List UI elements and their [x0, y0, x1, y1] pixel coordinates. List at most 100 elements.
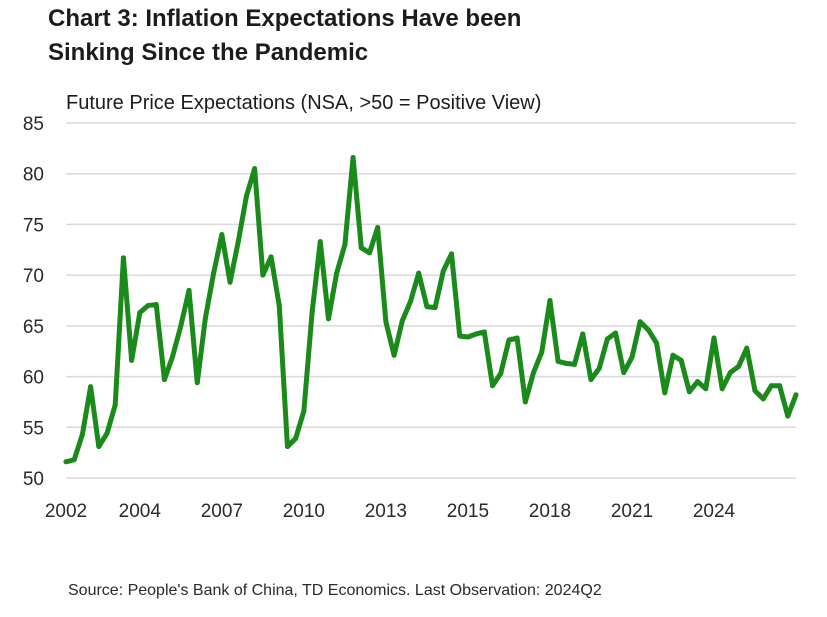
data-point	[678, 357, 684, 363]
y-tick-label: 65	[23, 317, 44, 338]
data-point	[211, 270, 217, 276]
x-tick-label: 2013	[365, 501, 407, 522]
data-point	[243, 193, 249, 199]
data-point	[268, 254, 274, 260]
data-point	[79, 431, 85, 437]
data-point	[407, 299, 413, 305]
data-point	[629, 354, 635, 360]
data-point	[71, 457, 77, 463]
data-point	[416, 270, 422, 276]
data-point	[654, 340, 660, 346]
data-point	[276, 303, 282, 309]
data-point	[473, 331, 479, 337]
y-tick-label: 55	[23, 418, 44, 439]
data-point	[555, 358, 561, 364]
data-point	[768, 383, 774, 389]
y-tick-label: 85	[23, 114, 44, 135]
data-point	[145, 303, 151, 309]
data-point	[153, 302, 159, 308]
x-tick-label: 2021	[611, 501, 653, 522]
data-point	[202, 315, 208, 321]
data-point	[350, 154, 356, 160]
data-point	[539, 349, 545, 355]
data-point	[284, 444, 290, 450]
data-point	[235, 239, 241, 245]
data-point	[301, 408, 307, 414]
y-axis-ticks: 50 55 60 65 70 75 80 85	[23, 114, 44, 490]
x-tick-label: 2007	[201, 501, 243, 522]
data-point	[440, 268, 446, 274]
data-point	[563, 360, 569, 366]
data-point	[391, 352, 397, 358]
data-point	[686, 389, 692, 395]
data-point	[161, 377, 167, 383]
data-point	[613, 330, 619, 336]
series-line-0	[63, 154, 799, 465]
data-point	[104, 430, 110, 436]
data-point	[399, 318, 405, 324]
data-point	[727, 370, 733, 376]
data-point	[588, 377, 594, 383]
data-point	[137, 310, 143, 316]
data-point	[120, 255, 126, 261]
data-point	[88, 384, 94, 390]
data-point	[129, 357, 135, 363]
y-tick-label: 60	[23, 368, 44, 389]
data-point	[490, 383, 496, 389]
gridlines	[66, 122, 796, 479]
y-tick-label: 75	[23, 215, 44, 236]
data-point	[325, 316, 331, 322]
data-point	[465, 334, 471, 340]
source-note: Source: People's Bank of China, TD Econo…	[68, 582, 602, 599]
data-point	[178, 323, 184, 329]
x-axis-ticks: 2002 2004 2007 2010 2013 2015 2018 2021 2024	[45, 501, 736, 522]
data-point	[604, 336, 610, 342]
data-point	[424, 304, 430, 310]
data-point	[596, 365, 602, 371]
data-point	[219, 232, 225, 238]
chart-title-line-1: Chart 3: Inflation Expectations Have bee…	[48, 5, 522, 32]
data-point	[793, 392, 799, 398]
data-point	[531, 370, 537, 376]
data-point	[252, 166, 258, 172]
data-point	[744, 345, 750, 351]
data-point	[785, 413, 791, 419]
data-point	[645, 327, 651, 333]
data-point	[358, 245, 364, 251]
y-tick-label: 70	[23, 266, 44, 287]
data-point	[752, 388, 758, 394]
data-point	[457, 333, 463, 339]
data-point	[334, 270, 340, 276]
data-point	[170, 353, 176, 359]
x-tick-label: 2024	[693, 501, 736, 522]
data-point	[580, 331, 586, 337]
data-point	[514, 335, 520, 341]
chart-title-line-2: Sinking Since the Pandemic	[48, 39, 369, 66]
data-point	[760, 396, 766, 402]
data-point	[260, 272, 266, 278]
data-point	[366, 250, 372, 256]
y-tick-label: 50	[23, 469, 44, 490]
data-point	[375, 224, 381, 230]
data-point	[186, 287, 192, 293]
data-point	[432, 305, 438, 311]
data-point	[194, 380, 200, 386]
data-point	[695, 379, 701, 385]
x-tick-label: 2004	[119, 501, 162, 522]
x-tick-label: 2015	[447, 501, 489, 522]
data-point	[572, 361, 578, 367]
y-tick-label: 80	[23, 165, 44, 186]
data-point	[711, 335, 717, 341]
data-point	[112, 402, 118, 408]
data-point	[498, 371, 504, 377]
series-layer	[63, 154, 799, 465]
data-point	[227, 279, 233, 285]
data-point	[662, 390, 668, 396]
data-point	[383, 319, 389, 325]
chart-title: Chart 3: Inflation Expectations Have bee…	[48, 2, 808, 70]
chart-subtitle: Future Price Expectations (NSA, >50 = Po…	[66, 92, 542, 114]
data-point	[522, 399, 528, 405]
data-point	[506, 337, 512, 343]
data-point	[481, 329, 487, 335]
data-point	[670, 352, 676, 358]
